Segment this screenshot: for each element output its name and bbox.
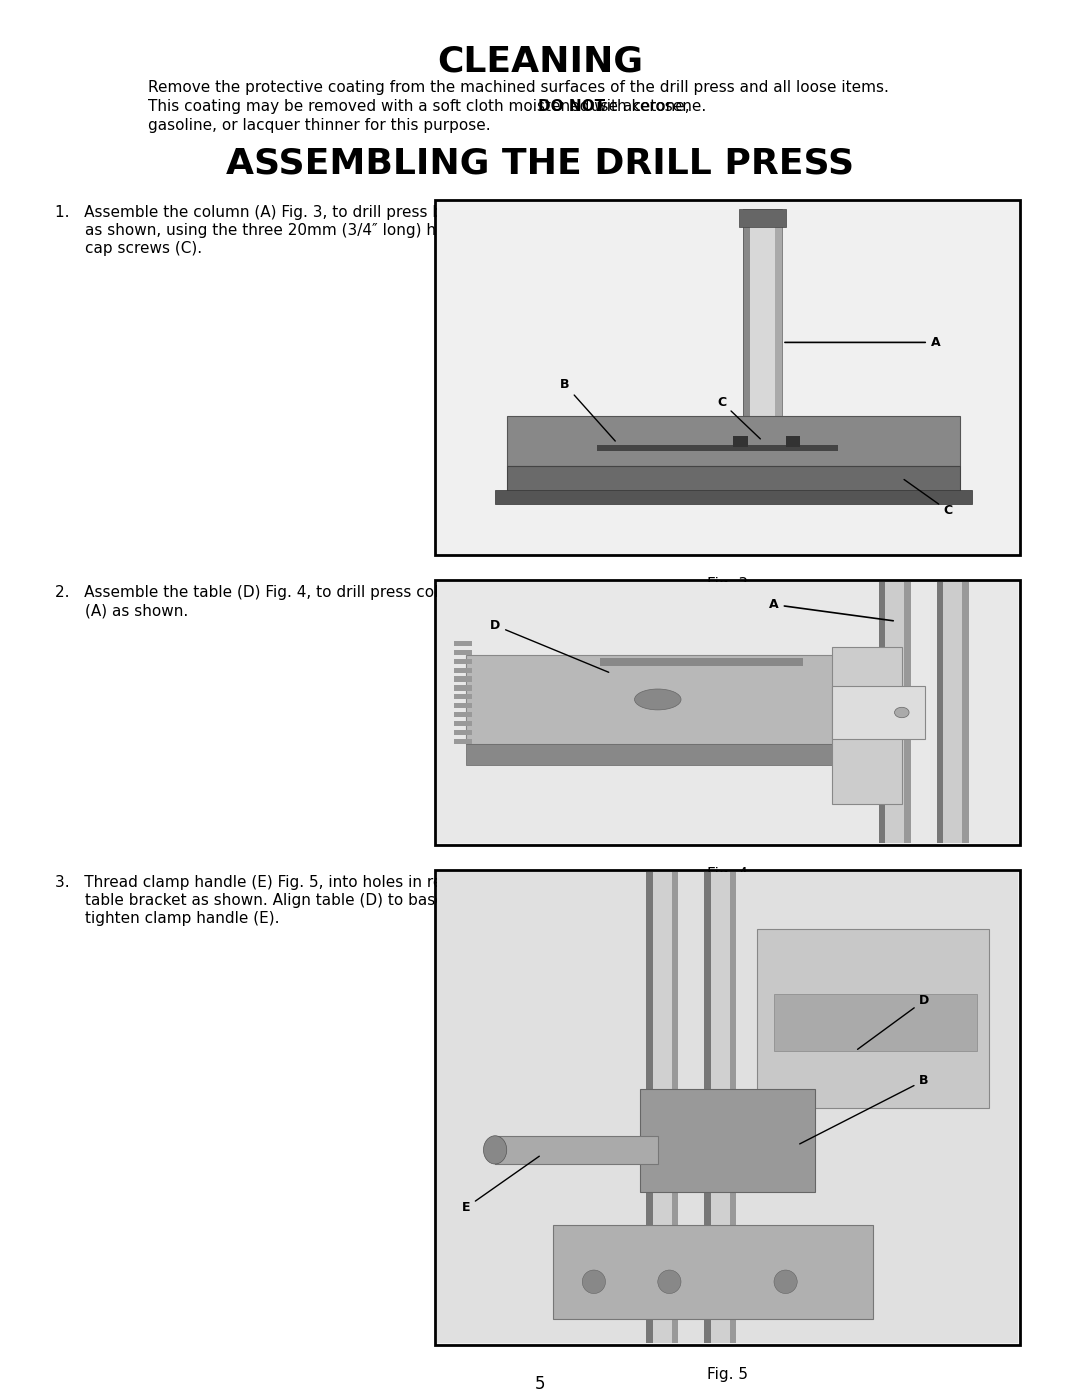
Bar <box>455 712 472 717</box>
Bar <box>711 872 730 1343</box>
Text: A: A <box>785 335 941 349</box>
Text: 2.   Assemble the table (D) Fig. 4, to drill press column: 2. Assemble the table (D) Fig. 4, to dri… <box>55 585 473 599</box>
Text: Remove the protective coating from the machined surfaces of the drill press and : Remove the protective coating from the m… <box>148 80 889 95</box>
Text: Fig. 4: Fig. 4 <box>707 868 748 882</box>
Text: (A) as shown.: (A) as shown. <box>85 604 188 617</box>
Bar <box>904 583 910 842</box>
Bar <box>785 436 800 447</box>
Bar <box>739 210 786 226</box>
Bar <box>553 1225 873 1319</box>
Ellipse shape <box>582 1270 606 1294</box>
Bar <box>495 490 972 504</box>
Text: 3.   Thread clamp handle (E) Fig. 5, into holes in rear of: 3. Thread clamp handle (E) Fig. 5, into … <box>55 875 477 890</box>
Bar <box>878 583 885 842</box>
Bar <box>455 676 472 682</box>
Text: Fig. 5: Fig. 5 <box>707 1368 748 1382</box>
Bar <box>704 872 711 1343</box>
Bar <box>757 929 989 1108</box>
Bar <box>455 650 472 655</box>
Bar <box>455 641 472 647</box>
Bar <box>832 686 926 739</box>
Ellipse shape <box>774 1270 797 1294</box>
Bar <box>455 703 472 708</box>
Text: Fig. 3: Fig. 3 <box>707 577 748 592</box>
Text: table bracket as shown. Align table (D) to base (B) and: table bracket as shown. Align table (D) … <box>85 893 505 908</box>
Bar <box>640 1088 814 1192</box>
Text: 1.   Assemble the column (A) Fig. 3, to drill press base (B): 1. Assemble the column (A) Fig. 3, to dr… <box>55 205 496 219</box>
Bar <box>435 200 1020 555</box>
Text: E: E <box>462 1157 539 1214</box>
Bar <box>507 416 960 467</box>
Text: D: D <box>858 993 930 1049</box>
Bar <box>455 659 472 664</box>
Ellipse shape <box>894 707 909 718</box>
Text: tighten clamp handle (E).: tighten clamp handle (E). <box>85 911 280 926</box>
Bar <box>743 210 750 430</box>
Text: cap screws (C).: cap screws (C). <box>85 242 202 256</box>
Polygon shape <box>467 743 855 764</box>
Bar <box>455 729 472 735</box>
Text: C: C <box>904 479 953 517</box>
Text: use acetone,: use acetone, <box>586 99 690 115</box>
Text: gasoline, or lacquer thinner for this purpose.: gasoline, or lacquer thinner for this pu… <box>148 117 490 133</box>
Bar <box>507 467 960 493</box>
Ellipse shape <box>635 689 681 710</box>
Text: as shown, using the three 20mm (3/4″ long) hex head: as shown, using the three 20mm (3/4″ lon… <box>85 224 498 237</box>
Bar <box>885 583 904 842</box>
Text: A: A <box>769 598 893 620</box>
Bar <box>597 444 725 451</box>
Bar <box>455 686 472 690</box>
Bar <box>455 668 472 673</box>
Ellipse shape <box>484 1136 507 1164</box>
Text: 5: 5 <box>535 1375 545 1393</box>
Bar <box>711 444 838 451</box>
Text: C: C <box>717 395 760 439</box>
Bar <box>435 870 1020 1345</box>
Bar <box>652 872 672 1343</box>
Text: ASSEMBLING THE DRILL PRESS: ASSEMBLING THE DRILL PRESS <box>226 147 854 182</box>
Bar <box>743 210 782 430</box>
Text: This coating may be removed with a soft cloth moistened with kerosene.: This coating may be removed with a soft … <box>148 99 711 115</box>
Bar <box>672 872 678 1343</box>
Ellipse shape <box>658 1270 681 1294</box>
Bar <box>730 872 737 1343</box>
Bar <box>495 1136 658 1164</box>
Bar <box>936 583 943 842</box>
Bar <box>943 583 962 842</box>
Bar <box>455 694 472 700</box>
Bar <box>775 210 782 430</box>
Bar <box>646 872 652 1343</box>
Text: D: D <box>490 619 609 672</box>
Text: B: B <box>799 1074 929 1144</box>
Bar <box>832 647 902 803</box>
Bar <box>455 721 472 726</box>
Bar <box>774 995 977 1051</box>
Polygon shape <box>467 655 855 743</box>
Bar <box>455 739 472 743</box>
Bar <box>733 436 747 447</box>
Bar <box>962 583 969 842</box>
Text: B: B <box>561 379 616 441</box>
Bar <box>435 580 1020 845</box>
Bar <box>750 210 775 430</box>
Bar <box>599 658 804 665</box>
Text: CLEANING: CLEANING <box>437 45 643 80</box>
Text: DO NOT: DO NOT <box>538 99 605 115</box>
